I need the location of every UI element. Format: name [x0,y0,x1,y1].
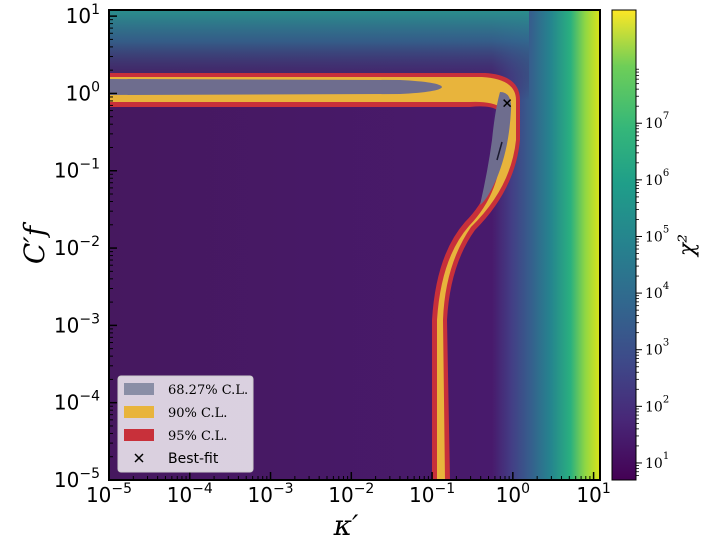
colorbar-tick-label-base: 10 [645,173,663,189]
legend-marker [134,453,144,463]
x-tick-label-exponent: 0 [521,481,530,497]
y-tick-label-base: 10 [54,236,79,260]
x-tick-label: 100 [496,481,530,507]
x-axis-ticks: 10−5 10−4 10−3 10−2 10−1 100 101 [86,472,611,507]
legend-box [117,375,254,473]
best-fit-marker [503,99,512,108]
colorbar-tick-label-base: 10 [645,229,663,245]
colorbar-tick-label-exponent: 7 [663,111,669,122]
colorbar-tick-label-base: 10 [645,116,663,132]
x-tick-label-exponent: −2 [354,481,375,497]
colorbar-tick-label-exponent: 6 [663,168,669,179]
colorbar-title: χ² [675,234,700,258]
colorbar-tick-label-base: 10 [645,343,663,359]
legend-label: 90% C.L. [168,406,227,421]
y-tick-label-base: 10 [54,391,79,415]
region-68-cl [109,79,512,205]
colorbar-tick-label: 101 [645,451,669,472]
colorbar-title-text: χ² [675,234,700,258]
plot-frame [108,9,601,481]
x-tick-label: 10−2 [328,481,374,507]
colorbar-tick-label-base: 10 [645,399,663,415]
best-fit-point [503,99,512,108]
x-tick-label: 10−5 [86,481,132,507]
x-tick-label-base: 10 [86,483,111,507]
y-tick-label: 100 [66,79,100,105]
colorbar-tick-label-base: 10 [645,286,663,302]
colorbar-tick-label-exponent: 2 [663,394,669,405]
colorbar-tick-label: 103 [645,338,669,359]
y-tick-label: 10−1 [54,157,100,183]
x-tick-label: 10−4 [167,481,213,507]
y-axis-title-text: C′f [18,221,51,264]
colorbar-tick-label-exponent: 4 [663,281,669,292]
colorbar-tick-label: 104 [645,281,669,302]
x-tick-label: 10−1 [409,481,455,507]
y-axis-title: C′f [18,221,51,264]
colorbar-tick-label-exponent: 3 [663,338,669,349]
colorbar-tick-label: 105 [645,224,669,245]
y-tick-label: 10−5 [54,466,100,492]
y-tick-label-base: 10 [54,313,79,337]
colorbar-tick-label-exponent: 5 [663,224,669,235]
colorbar-gradient [611,9,637,481]
colorbar-tick-label: 107 [645,111,669,132]
colorbar-tick-label-exponent: 1 [663,451,669,462]
legend-swatch [124,383,154,395]
y-tick-label-base: 10 [54,159,79,183]
y-tick-label: 10−2 [54,234,100,260]
colorbar-tick-label: 106 [645,168,669,189]
x-tick-label-base: 10 [328,483,353,507]
x-tick-label: 10−3 [247,481,293,507]
y-tick-label: 101 [66,2,100,28]
y-tick-label-exponent: −2 [79,234,100,250]
x-tick-label-base: 10 [247,483,272,507]
colorbar-tick-label: 102 [645,394,669,415]
legend: 68.27% C.L. 90% C.L. 95% C.L. Best-fit [117,375,254,473]
legend-label: 68.27% C.L. [168,383,248,398]
x-tick-label-base: 10 [167,483,192,507]
y-tick-label-exponent: −5 [79,466,100,482]
legend-entries: 68.27% C.L. 90% C.L. 95% C.L. Best-fit [124,383,248,467]
legend-swatch [124,429,154,441]
y-tick-label-exponent: −1 [79,157,100,173]
x-tick-label-exponent: −4 [192,481,213,497]
y-tick-label-exponent: 1 [91,2,100,18]
y-tick-label: 10−4 [54,389,100,415]
legend-label: Best-fit [168,451,219,467]
y-tick-label-exponent: −4 [79,389,100,405]
y-tick-label-exponent: −3 [79,311,100,327]
legend-swatch [124,406,154,418]
x-tick-label-exponent: −5 [111,481,132,497]
x-tick-label: 101 [576,481,610,507]
x-tick-label-base: 10 [409,483,434,507]
y-tick-label-base: 10 [66,81,91,105]
x-tick-label-base: 10 [496,483,521,507]
x-tick-label-base: 10 [576,483,601,507]
y-tick-label-base: 10 [54,468,79,492]
y-tick-label-base: 10 [66,4,91,28]
x-axis-title: κ′ [333,509,359,542]
y-tick-label-exponent: 0 [91,79,100,95]
legend-label: 95% C.L. [168,429,227,444]
x-tick-label-exponent: 1 [602,481,611,497]
x-tick-label-exponent: −3 [273,481,294,497]
x-axis-title-text: κ′ [333,509,359,542]
colorbar-tick-label-base: 10 [645,456,663,472]
x-tick-label-exponent: −1 [434,481,455,497]
inner-contour-line [496,141,503,161]
y-tick-label: 10−3 [54,311,100,337]
